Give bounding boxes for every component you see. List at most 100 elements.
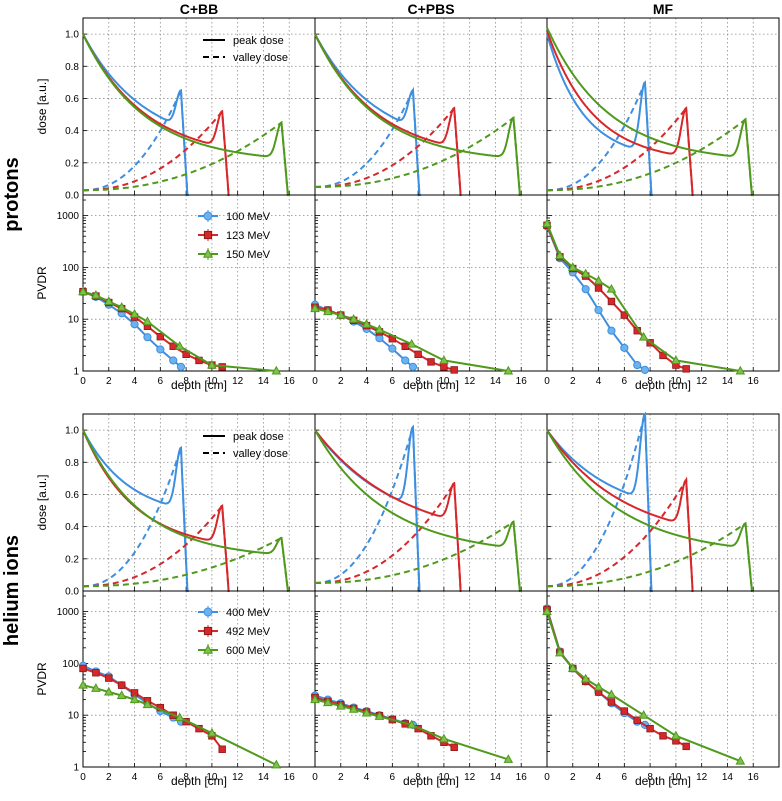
x-tick-label: 8 xyxy=(415,376,421,387)
pvdr-point-triangle xyxy=(542,606,552,616)
dose-tick-label: 1.0 xyxy=(65,30,79,41)
pvdr-point-triangle xyxy=(116,302,127,311)
peak-dose-line xyxy=(82,33,289,196)
pvdr-point-square xyxy=(218,745,226,753)
pvdr-point-triangle xyxy=(671,355,681,364)
x-axis-label: depth [cm] xyxy=(635,774,691,788)
pvdr-point-triangle xyxy=(142,316,153,326)
x-tick-label: 6 xyxy=(390,772,396,783)
x-tick-label: 10 xyxy=(206,376,218,387)
pvdr-panel-0-0 xyxy=(78,194,316,375)
pvdr-frame xyxy=(82,590,316,768)
peak-dose-line xyxy=(314,429,521,592)
pvdr-point-circle xyxy=(176,362,186,371)
pvdr-point-triangle xyxy=(735,365,746,375)
dose-tick-label: 0.0 xyxy=(65,587,79,598)
pvdr-line-0 xyxy=(546,226,646,371)
valley-dose-line xyxy=(547,413,653,592)
pvdr-point-square xyxy=(620,707,629,715)
pvdr-panel-0-2 xyxy=(542,194,780,375)
x-tick-label: 12 xyxy=(232,376,244,387)
x-tick-label: 10 xyxy=(438,772,450,783)
valley-dose-line xyxy=(315,86,421,196)
pvdr-tick-label: 1000 xyxy=(57,607,80,618)
x-tick-label: 10 xyxy=(670,772,682,783)
x-tick-label: 4 xyxy=(132,772,138,783)
pvdr-tick-label: 10 xyxy=(68,315,80,326)
x-axis-label: depth [cm] xyxy=(171,774,227,788)
peak-dose-line xyxy=(314,33,421,196)
pvdr-point-triangle xyxy=(116,690,127,700)
peak-dose-line xyxy=(314,429,462,592)
pvdr-point-triangle xyxy=(671,730,681,740)
pvdr-point-triangle xyxy=(207,727,217,737)
pvdr-tick-label: 1000 xyxy=(57,211,80,222)
column-title-cbb: C+BB xyxy=(180,1,219,17)
dose-panel-0-1 xyxy=(314,17,548,196)
pvdr-point-circle xyxy=(620,343,629,352)
pvdr-point-triangle xyxy=(91,290,101,299)
dose-frame xyxy=(546,17,780,196)
peak-dose-line xyxy=(546,30,694,196)
legend-energy-label: 123 MeV xyxy=(226,230,271,242)
x-tick-label: 4 xyxy=(596,772,602,783)
valley-dose-line xyxy=(547,81,653,196)
pvdr-point-triangle xyxy=(503,365,514,375)
dose-tick-label: 0.0 xyxy=(65,191,79,202)
pvdr-point-square xyxy=(440,363,448,371)
peak-dose-line xyxy=(546,429,694,592)
pvdr-point-triangle xyxy=(310,694,320,704)
x-tick-label: 8 xyxy=(415,772,421,783)
x-tick-label: 16 xyxy=(748,772,760,783)
row-title-helium-ions: helium ions xyxy=(1,535,23,646)
legend-energy-label: 600 MeV xyxy=(226,645,271,657)
pvdr-panel-1-2 xyxy=(542,590,780,768)
dose-frame xyxy=(546,413,780,592)
dose-frame xyxy=(314,17,548,196)
pvdr-point-triangle xyxy=(439,355,449,364)
pvdr-point-triangle xyxy=(593,275,604,285)
pvdr-point-triangle xyxy=(78,679,88,689)
pvdr-point-triangle xyxy=(323,697,333,707)
pvdr-point-triangle xyxy=(638,709,649,719)
pvdr-point-triangle xyxy=(555,250,565,259)
pvdr-point-triangle xyxy=(271,365,282,375)
valley-dose-line xyxy=(547,105,694,196)
dose-tick-label: 0.4 xyxy=(65,522,79,533)
x-tick-label: 14 xyxy=(490,772,502,783)
pvdr-point-triangle xyxy=(348,704,359,713)
x-tick-label: 2 xyxy=(106,772,112,783)
dose-frame xyxy=(314,413,548,592)
valley-dose-line xyxy=(547,521,753,592)
peak-dose-line xyxy=(546,33,653,196)
pvdr-point-square xyxy=(427,358,435,366)
x-tick-label: 0 xyxy=(544,376,550,387)
x-tick-label: 4 xyxy=(364,376,370,387)
pvdr-point-square xyxy=(414,350,422,359)
pvdr-point-square xyxy=(646,724,654,733)
x-tick-label: 10 xyxy=(206,772,218,783)
pvdr-point-circle xyxy=(388,344,397,353)
legend-valley-label: valley dose xyxy=(233,448,288,460)
pvdr-line-1 xyxy=(82,667,223,750)
pvdr-point-triangle xyxy=(335,700,346,710)
pvdr-point-square xyxy=(401,342,409,350)
valley-dose-line xyxy=(83,86,189,196)
pvdr-point-triangle xyxy=(103,296,114,305)
valley-dose-line xyxy=(315,115,521,196)
pvdr-point-triangle xyxy=(78,286,88,296)
dose-tick-label: 0.2 xyxy=(65,554,79,565)
pvdr-frame xyxy=(314,194,548,372)
dose-axis-label: dose [a.u.] xyxy=(35,474,49,530)
pvdr-point-triangle xyxy=(207,359,217,369)
pvdr-panel-1-1 xyxy=(310,590,548,768)
peak-dose-line xyxy=(82,429,230,592)
pvdr-point-square xyxy=(156,332,165,341)
x-tick-label: 14 xyxy=(722,376,734,387)
x-tick-label: 12 xyxy=(464,772,476,783)
legend-energy-label: 150 MeV xyxy=(226,249,271,261)
x-tick-label: 6 xyxy=(622,376,628,387)
x-axis-label: depth [cm] xyxy=(403,774,459,788)
x-tick-label: 8 xyxy=(647,772,653,783)
valley-dose-line xyxy=(547,117,753,196)
